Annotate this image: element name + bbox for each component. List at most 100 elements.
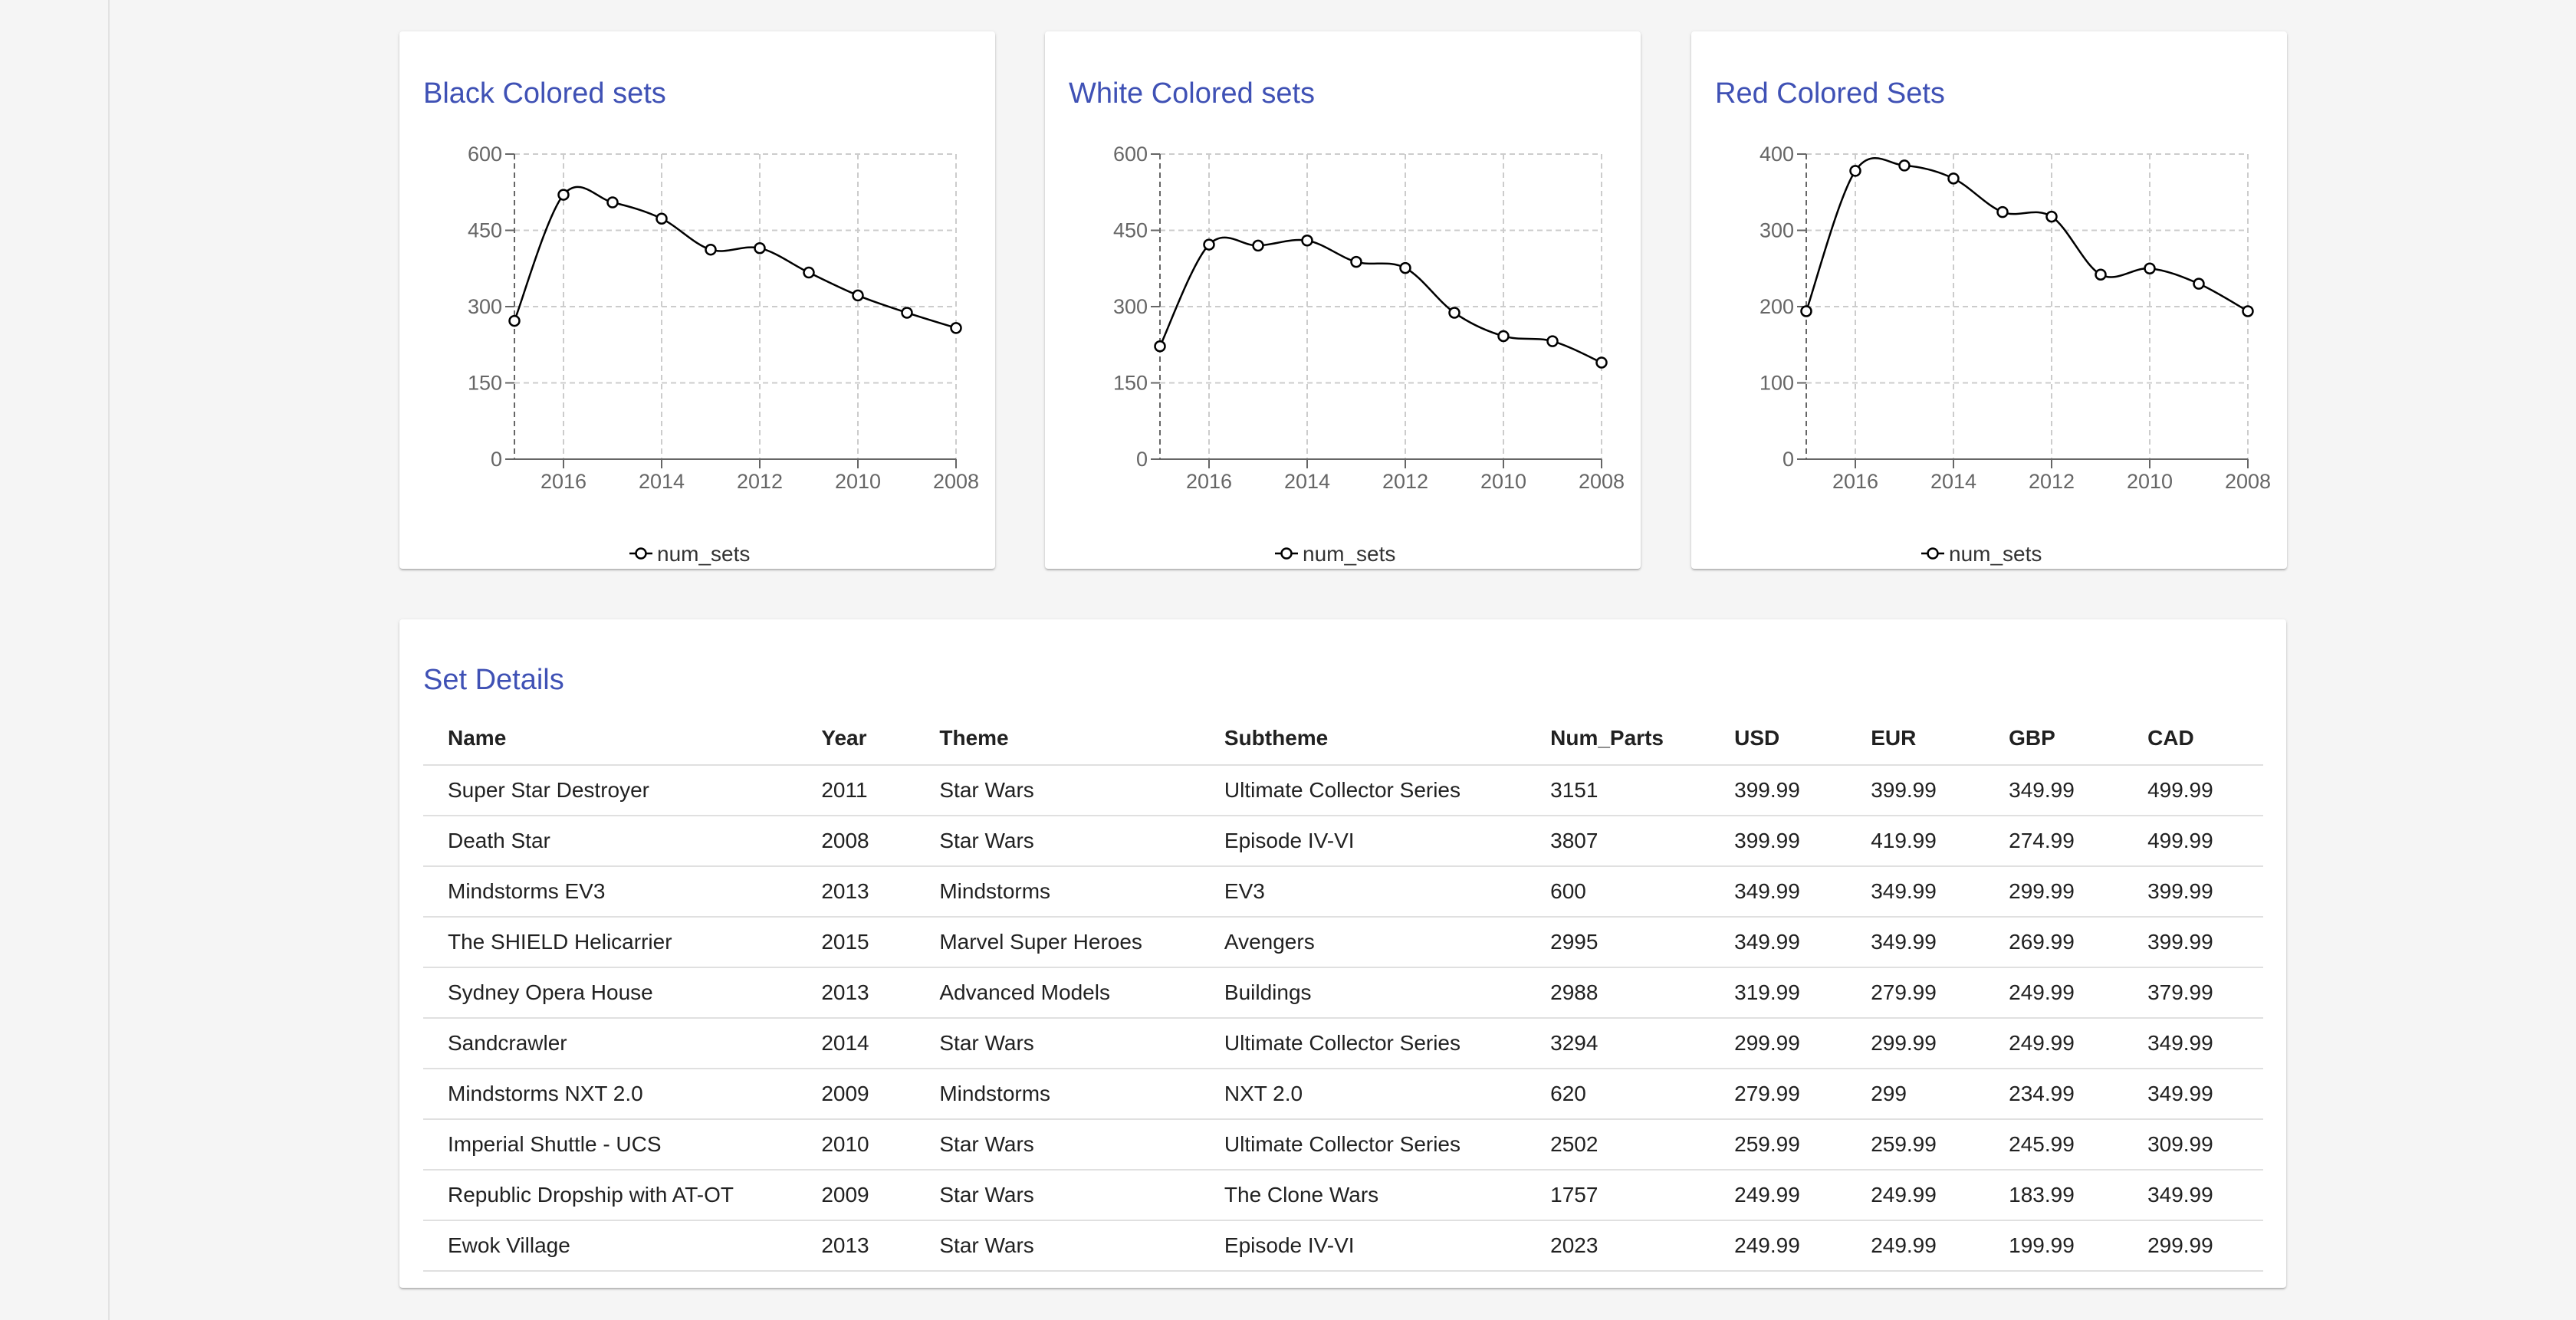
x-tick-label: 2016 [540, 470, 586, 493]
sidebar [0, 0, 110, 1320]
data-point[interactable] [1301, 235, 1313, 247]
cell-year: 2011 [797, 765, 915, 816]
data-point[interactable] [508, 314, 521, 327]
data-point[interactable] [950, 322, 962, 334]
cell-subtheme: Episode IV-VI [1199, 816, 1526, 867]
column-header-eur[interactable]: EUR [1846, 711, 1985, 766]
cell-gbp: 249.99 [1984, 967, 2124, 1019]
cell-theme: Star Wars [915, 1119, 1200, 1171]
table-row[interactable]: Sydney Opera House 2013 Advanced Models Bui… [423, 967, 2263, 1019]
legend-item[interactable]: num_sets [629, 542, 750, 566]
table-row[interactable]: Death Star 2008 Star Wars Episode IV-VI 3807… [423, 816, 2263, 867]
column-header-name[interactable]: Name [423, 711, 797, 766]
data-point[interactable] [852, 289, 864, 302]
data-point[interactable] [1947, 172, 1960, 185]
cell-name: Mindstorms NXT 2.0 [423, 1069, 797, 1120]
legend-marker-icon [1927, 547, 1939, 560]
y-tick-label: 300 [468, 295, 502, 318]
data-point[interactable] [1154, 340, 1166, 353]
data-point[interactable] [606, 196, 619, 209]
legend-item[interactable]: num_sets [1275, 542, 1395, 566]
cell-theme: Mindstorms [915, 866, 1200, 918]
column-header-num-parts[interactable]: Num_Parts [1526, 711, 1710, 766]
table-row[interactable]: The SHIELD Helicarrier 2015 Marvel Super H… [423, 917, 2263, 968]
data-point[interactable] [1252, 239, 1264, 252]
cell-cad: 309.99 [2123, 1119, 2263, 1171]
table-header-row: Name Year Theme Subtheme Num_Parts USD E… [423, 711, 2263, 766]
cell-eur: 249.99 [1846, 1220, 1985, 1272]
cell-theme: Advanced Models [915, 967, 1200, 1019]
legend-label: num_sets [657, 542, 750, 566]
white-sets-line-chart: 0 150 300 450 600 2016 2014 2012 2010 2008 num_set… [1113, 143, 1625, 566]
x-tick-label: 2010 [835, 470, 881, 493]
cell-cad: 399.99 [2123, 866, 2263, 918]
table-row[interactable]: Ewok Village 2013 Star Wars Episode IV-VI 20… [423, 1220, 2263, 1272]
table-row[interactable]: Sandcrawler 2014 Star Wars Ultimate Collect… [423, 1018, 2263, 1069]
x-tick-label: 2014 [1930, 470, 1976, 493]
data-point[interactable] [1595, 356, 1608, 369]
x-tick-label: 2012 [1382, 470, 1428, 493]
table-row[interactable]: Republic Dropship with AT-OT 2009 Star War… [423, 1170, 2263, 1221]
cell-name: Ewok Village [423, 1220, 797, 1272]
table-row[interactable]: Imperial Shuttle - UCS 2010 Star Wars Ultim… [423, 1119, 2263, 1171]
cell-theme: Star Wars [915, 1018, 1200, 1069]
table-row[interactable]: Super Star Destroyer 2011 Star Wars Ultimat… [423, 765, 2263, 816]
data-point[interactable] [1448, 307, 1460, 319]
column-header-theme[interactable]: Theme [915, 711, 1200, 766]
data-point[interactable] [901, 307, 913, 319]
data-point[interactable] [1546, 335, 1559, 347]
cell-year: 2014 [797, 1018, 915, 1069]
cell-name: Mindstorms EV3 [423, 866, 797, 918]
y-tick-label: 450 [1113, 219, 1148, 242]
data-point[interactable] [1996, 205, 2009, 218]
data-point[interactable] [1399, 261, 1411, 274]
cell-usd: 319.99 [1710, 967, 1847, 1019]
data-point[interactable] [1898, 159, 1911, 172]
column-header-year[interactable]: Year [797, 711, 915, 766]
table-row[interactable]: Mindstorms EV3 2013 Mindstorms EV3 600 349.99… [423, 866, 2263, 918]
cell-cad: 349.99 [2123, 1170, 2263, 1221]
cell-subtheme: EV3 [1199, 866, 1526, 918]
legend-label: num_sets [1303, 542, 1395, 566]
cell-subtheme: Ultimate Collector Series [1199, 1018, 1526, 1069]
legend-item[interactable]: num_sets [1921, 542, 2042, 566]
cell-theme: Marvel Super Heroes [915, 917, 1200, 968]
cell-name: Republic Dropship with AT-OT [423, 1170, 797, 1221]
cell-usd: 399.99 [1710, 765, 1847, 816]
cell-name: Imperial Shuttle - UCS [423, 1119, 797, 1171]
x-tick-label: 2016 [1832, 470, 1878, 493]
grid [1806, 153, 2249, 460]
cell-theme: Mindstorms [915, 1069, 1200, 1120]
table-row[interactable]: Mindstorms NXT 2.0 2009 Mindstorms NXT 2.0 6… [423, 1069, 2263, 1120]
data-point[interactable] [803, 266, 815, 279]
data-point[interactable] [705, 243, 717, 256]
y-tick-label: 0 [1783, 448, 1794, 471]
column-header-gbp[interactable]: GBP [1984, 711, 2124, 766]
red-sets-line-chart: 0 100 200 300 400 2016 2014 2012 2010 2008 num_set… [1760, 143, 2271, 566]
column-header-usd[interactable]: USD [1710, 711, 1847, 766]
data-point[interactable] [2095, 268, 2107, 281]
y-tick-label: 0 [491, 448, 502, 471]
data-point[interactable] [2045, 210, 2058, 223]
data-point[interactable] [557, 189, 570, 201]
cell-num-parts: 2502 [1526, 1119, 1710, 1171]
column-header-subtheme[interactable]: Subtheme [1199, 711, 1526, 766]
cell-year: 2015 [797, 917, 915, 968]
y-tick-label: 600 [468, 143, 502, 166]
black-sets-chart-card: Black Colored sets 0 150 300 450 600 2016 2014… [399, 31, 995, 569]
data-point[interactable] [1800, 305, 1812, 317]
column-header-cad[interactable]: CAD [2123, 711, 2263, 766]
data-point[interactable] [1849, 165, 1861, 177]
data-point[interactable] [1350, 255, 1362, 268]
set-details-card: Set Details Name Year Theme Subtheme Num… [399, 619, 2286, 1288]
data-point[interactable] [1203, 238, 1215, 251]
data-point[interactable] [2242, 305, 2254, 317]
cell-num-parts: 3807 [1526, 816, 1710, 867]
data-point[interactable] [2144, 262, 2156, 274]
data-point[interactable] [1497, 330, 1510, 343]
data-point[interactable] [656, 212, 668, 225]
data-point[interactable] [2193, 277, 2205, 290]
data-point[interactable] [754, 241, 766, 254]
cell-usd: 299.99 [1710, 1018, 1847, 1069]
cell-gbp: 269.99 [1984, 917, 2124, 968]
